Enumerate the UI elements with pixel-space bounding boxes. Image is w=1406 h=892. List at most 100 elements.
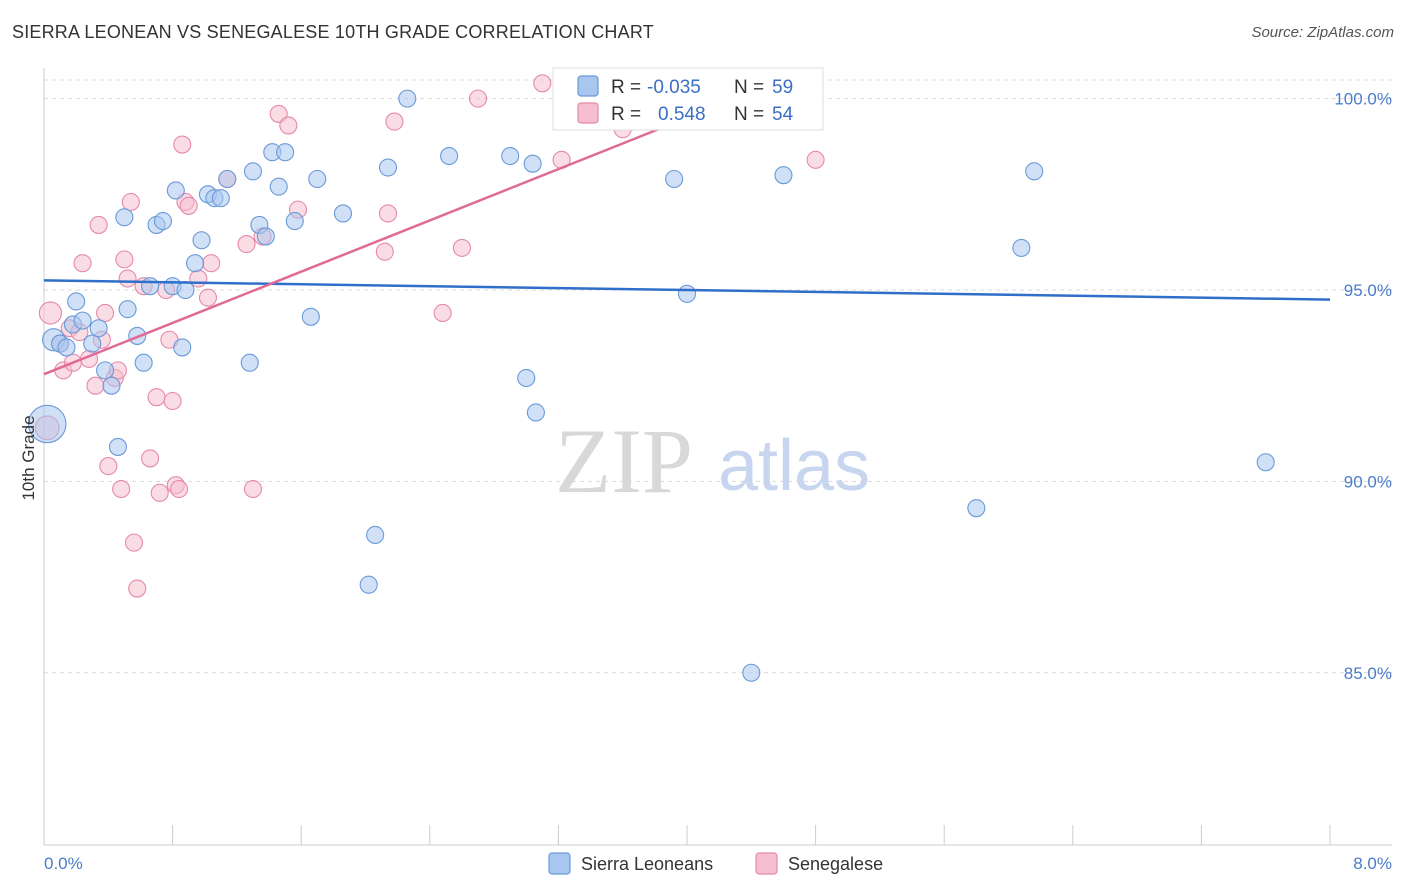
sierra-leonean-point-44 [440, 146, 459, 166]
x-tick-label-min: 0.0% [44, 854, 83, 873]
sierra-leonean-point-16 [141, 277, 160, 296]
senegalese-point-21 [128, 579, 147, 598]
sierra-leonean-point-56 [1256, 453, 1275, 472]
sierra-leonean-point-35 [276, 143, 295, 162]
sierra-leonean-point-7 [83, 334, 102, 353]
sierra-leonean-point-46 [517, 368, 536, 388]
senegalese-point-49 [468, 89, 488, 108]
y-axis-title: 10th Grade [19, 415, 38, 500]
sierra-leonean-point-47 [523, 154, 542, 173]
senegalese-point-45 [378, 204, 398, 223]
senegalese-point-35 [198, 288, 218, 307]
senegalese-point-13 [99, 457, 118, 476]
sierra-leonean-point-42 [378, 158, 398, 177]
stats-legend: R = -0.035 N = 59 R = 0.548 N = 54 [552, 67, 824, 131]
sierra-leonean-point-43 [398, 89, 417, 108]
sierra-leonean-point-45 [501, 146, 520, 166]
legend-swatch-blue [577, 75, 599, 97]
legend-r-label-1: R = [611, 77, 641, 98]
sierra-leonean-point-28 [218, 169, 237, 189]
sierra-leonean-point-54 [1012, 238, 1031, 257]
senegalese-points [34, 74, 825, 598]
sierra-leonean-point-10 [102, 376, 121, 395]
series-legend-label-senegalese: Senegalese [788, 854, 883, 874]
senegalese-point-19 [121, 192, 140, 212]
trend-lines [43, 97, 1331, 376]
sierra-leonean-point-30 [243, 162, 263, 181]
sierra-leonean-point-51 [742, 663, 761, 682]
senegalese-point-50 [533, 74, 552, 93]
sierra-leonean-point-53 [967, 499, 986, 518]
sierra-leonean-point-22 [176, 280, 195, 300]
sierra-leonean-point-3 [57, 338, 76, 357]
sierra-leonean-point-9 [96, 361, 115, 380]
chart-title: SIERRA LEONEAN VS SENEGALESE 10TH GRADE … [12, 22, 654, 42]
sierra-leonean-point-39 [333, 204, 353, 223]
senegalese-point-1 [38, 301, 63, 325]
senegalese-point-25 [150, 483, 169, 502]
legend-n-label-1: N = [734, 77, 764, 98]
series-legend-swatch-pink [755, 852, 778, 875]
senegalese-point-18 [118, 269, 137, 288]
senegalese-point-48 [452, 238, 472, 257]
sierra-leonean-point-55 [1025, 162, 1044, 181]
sierra-leonean-point-15 [134, 353, 153, 372]
watermark: ZIP atlas [555, 410, 870, 512]
legend-swatch-pink [577, 102, 599, 124]
senegalese-point-23 [141, 449, 160, 468]
senegalese-point-52 [806, 150, 825, 169]
y-tick-label-90: 90.0% [1344, 472, 1392, 491]
legend-r-value-1: -0.035 [647, 77, 701, 98]
sierra-leonean-point-34 [269, 177, 288, 196]
senegalese-point-7 [73, 254, 92, 273]
source-credit: Source: ZipAtlas.com [1251, 24, 1394, 41]
sierra-leonean-point-41 [366, 525, 385, 545]
sierra-leonean-point-18 [153, 212, 173, 231]
senegalese-point-31 [173, 135, 192, 154]
series-legend-label-sierra-leoneans: Sierra Leoneans [581, 854, 713, 874]
senegalese-point-33 [179, 196, 198, 215]
sierra-leonean-point-23 [186, 254, 205, 273]
sierra-leonean-point-13 [118, 300, 137, 319]
sierra-leonean-trend-line [43, 279, 1331, 301]
y-tick-label-95: 95.0% [1344, 281, 1392, 300]
sierra-leonean-point-40 [359, 575, 378, 594]
watermark-atlas: atlas [718, 426, 870, 506]
sierra-leonean-point-27 [211, 189, 230, 208]
senegalese-point-36 [202, 254, 221, 273]
sierra-leonean-point-24 [192, 231, 211, 250]
senegalese-point-20 [124, 533, 144, 552]
senegalese-point-12 [96, 303, 115, 323]
sierra-leonean-point-49 [665, 169, 684, 189]
y-tick-label-85: 85.0% [1344, 664, 1392, 683]
senegalese-point-10 [89, 215, 108, 234]
series-legend-swatch-blue [548, 852, 571, 875]
y-tick-labels: 85.0% 90.0% 95.0% 100.0% [1334, 90, 1392, 683]
senegalese-point-42 [279, 116, 298, 135]
sierra-leonean-point-0 [27, 404, 67, 444]
y-tick-label-100: 100.0% [1334, 90, 1392, 109]
sierra-leonean-point-37 [301, 307, 320, 326]
legend-r-value-2: 0.548 [658, 104, 706, 125]
series-legend: Sierra Leoneans Senegalese [548, 852, 883, 875]
sierra-leonean-point-32 [256, 227, 275, 246]
axes [43, 68, 1392, 846]
sierra-leonean-point-38 [308, 169, 327, 189]
senegalese-trend-line [43, 97, 736, 376]
sierra-leonean-point-8 [89, 319, 108, 338]
sierra-leonean-points [27, 89, 1275, 682]
senegalese-point-38 [237, 235, 256, 254]
sierra-leonean-point-50 [677, 284, 697, 303]
sierra-leonean-point-20 [166, 181, 185, 200]
sierra-leonean-point-29 [240, 353, 259, 372]
legend-n-value-1: 59 [772, 77, 793, 98]
senegalese-point-44 [375, 242, 394, 261]
legend-n-label-2: N = [734, 104, 764, 125]
senegalese-point-28 [163, 391, 182, 411]
senegalese-point-39 [243, 479, 263, 499]
senegalese-point-16 [112, 479, 131, 499]
sierra-leonean-point-52 [774, 166, 793, 185]
senegalese-point-46 [385, 112, 404, 131]
senegalese-point-17 [115, 250, 134, 269]
